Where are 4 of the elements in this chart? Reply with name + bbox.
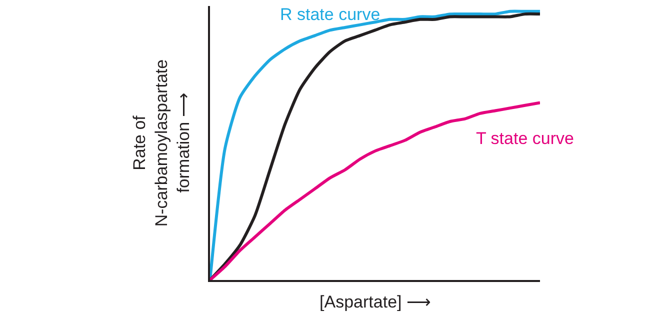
x-axis-title: [Aspartate] ⟶: [320, 292, 430, 312]
y-axis-title: Rate of N-carbamoylaspartate formation ⟶: [130, 59, 194, 227]
series-label: T state curve: [476, 129, 574, 148]
series-label: R state curve: [280, 5, 380, 24]
